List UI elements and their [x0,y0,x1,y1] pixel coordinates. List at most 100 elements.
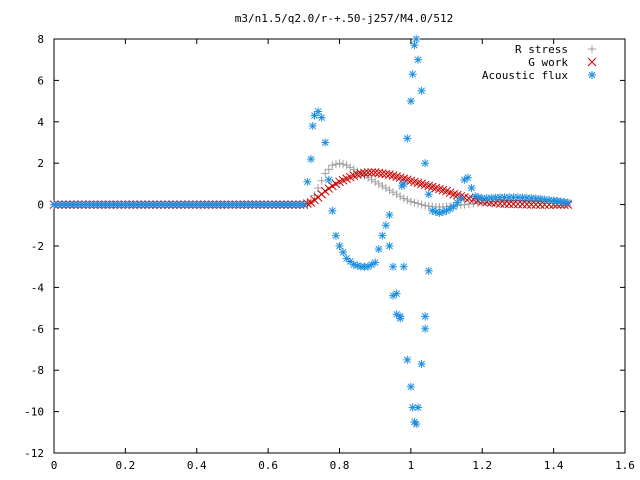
data-point [399,194,408,203]
data-point [410,198,419,207]
series-3 [385,242,433,429]
y-tick-label: -10 [24,406,44,419]
data-point [328,161,337,170]
data-point [424,181,434,191]
data-point [328,206,337,215]
data-point [314,107,323,116]
data-point [518,199,527,209]
y-tick-label: 4 [37,116,44,129]
legend-label: R stress [515,43,568,56]
data-point [406,197,415,206]
data-point [467,184,476,193]
data-point [346,163,355,172]
data-point [331,231,340,240]
data-point [392,172,401,182]
data-point [421,159,430,168]
data-point [374,245,383,254]
data-point [371,258,380,267]
data-point [417,179,426,189]
data-point [389,188,398,197]
y-tick-label: -4 [31,281,45,294]
legend-label: Acoustic flux [482,69,568,82]
data-point [413,178,423,188]
data-point [549,196,558,205]
y-tick-label: 8 [37,33,44,46]
data-point [513,199,523,209]
data-point [408,70,417,79]
data-point [509,199,518,209]
data-point [339,160,348,169]
data-point [385,170,394,179]
data-point [317,176,326,185]
data-point [360,168,369,178]
data-point [414,403,423,412]
data-point [310,195,319,205]
x-tick-label: 1.2 [472,459,492,472]
data-point [349,165,358,174]
data-point [299,200,308,209]
y-tick-label: -12 [24,447,44,460]
data-point [399,179,408,188]
data-point [438,185,448,195]
data-point [392,289,401,298]
data-point [442,206,451,215]
series-layer [49,35,573,429]
data-point [463,173,472,182]
data-point [396,192,405,201]
data-point [371,177,380,186]
data-point [522,200,532,209]
data-point [381,169,391,179]
data-point [378,181,387,190]
data-point [389,262,398,271]
data-point [306,198,316,207]
x-tick-label: 0.6 [258,459,278,472]
data-point [363,168,373,177]
data-point [464,200,473,209]
data-point [460,200,469,209]
data-point [403,195,412,204]
data-point [414,199,423,208]
data-point [335,242,344,250]
data-point [377,169,387,178]
data-point [417,359,426,368]
data-point [331,160,340,169]
data-point [395,173,405,183]
data-point [335,159,344,168]
data-point [374,168,384,178]
y-tick-label: -8 [31,364,44,377]
data-point [356,169,366,178]
x-tick-label: 0.8 [330,459,350,472]
y-tick-label: -6 [31,323,44,336]
data-point [321,138,330,147]
data-point [431,183,441,193]
data-point [320,186,330,196]
data-point [352,170,362,179]
data-point [504,199,514,209]
data-point [317,113,326,122]
data-point [392,190,401,199]
x-tick-label: 0 [51,459,58,472]
data-point [396,312,405,321]
x-tick-label: 1.4 [544,459,564,472]
x-axis: 0 0.2 0.4 0.6 0.8 1 1.2 1.4 1.6 [51,39,635,472]
data-point [453,198,462,207]
data-point [495,199,505,208]
data-point [406,97,415,106]
data-point [367,168,376,177]
legend-marker [588,45,596,53]
data-point [421,201,430,210]
data-point [310,191,319,200]
data-point [324,175,333,184]
data-point [306,155,315,164]
y-tick-label: 6 [37,74,44,87]
data-point [469,199,478,208]
data-point [410,41,419,50]
data-point [324,184,334,193]
legend-marker [588,71,596,79]
data-point [424,266,433,275]
x-tick-label: 0.4 [187,459,207,472]
data-point [389,291,398,300]
y-tick-label: 0 [37,199,44,212]
